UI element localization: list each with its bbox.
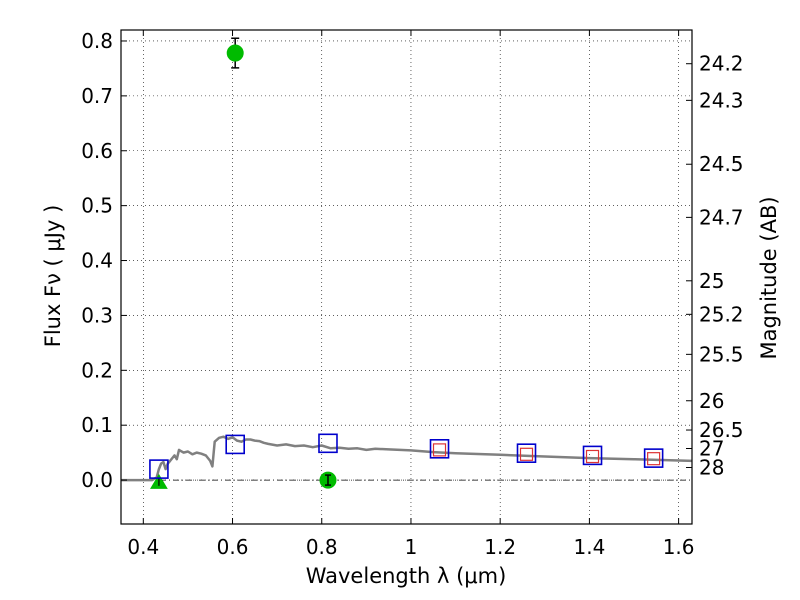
magnitude-tick-label: 24.7	[699, 205, 744, 229]
magnitude-tick-label: 24.3	[699, 88, 744, 112]
y-tick-label: 0.7	[81, 84, 113, 108]
y-tick-label: 0.3	[81, 303, 113, 327]
x-axis: 0.4 0.6 0.8 1 1.2 1.4 1.6	[127, 30, 695, 559]
model-band-square-red	[647, 452, 661, 466]
model-band-square	[149, 459, 169, 479]
y-tick-label: 0.2	[81, 358, 113, 382]
x-tick-label: 1.2	[484, 535, 516, 559]
y-tick-label: 0.8	[81, 29, 113, 53]
model-band-square	[643, 448, 664, 468]
magnitude-tick-label: 25	[699, 269, 724, 293]
x-tick-label: 0.4	[127, 535, 159, 559]
magnitude-tick-label: 26.5	[699, 418, 744, 442]
model-band-square	[516, 443, 537, 463]
y-axis: 0.0 0.1 0.2 0.3 0.4 0.5 0.6 0.7 0.8	[81, 29, 127, 492]
magnitude-tick-label: 24.2	[699, 52, 744, 76]
y-tick-label: 0.5	[81, 194, 113, 218]
y-tick-label: 0.0	[81, 468, 113, 492]
y-axis-label: Flux Fν ( μJy )	[41, 205, 65, 348]
data-markers	[149, 37, 664, 489]
x-tick-label: 0.6	[217, 535, 249, 559]
model-band-square-red	[519, 447, 534, 461]
x-tick-label: 1.4	[573, 535, 605, 559]
magnitude-tick-label: 24.5	[699, 152, 744, 176]
observed-point	[226, 44, 244, 62]
x-axis-label: Wavelength λ (μm)	[306, 564, 507, 588]
model-band-square	[429, 439, 450, 459]
y-tick-label: 0.6	[81, 139, 113, 163]
model-band-square	[225, 434, 245, 455]
magnitude-tick-label: 26	[699, 389, 724, 413]
x-tick-label: 1.6	[663, 535, 695, 559]
magnitude-tick-label: 25.2	[699, 302, 744, 326]
magnitude-tick-label: 27	[699, 437, 724, 461]
y-tick-label: 0.4	[81, 249, 113, 273]
model-band-square	[318, 433, 338, 454]
magnitude-tick-label: 28	[699, 456, 724, 480]
x-tick-label: 1	[405, 535, 418, 559]
y-tick-label: 0.1	[81, 413, 113, 437]
model-band-square-red	[432, 443, 447, 457]
x-tick-label: 0.8	[306, 535, 338, 559]
plot-frame	[120, 29, 693, 525]
magnitude-axis-label: Magnitude (AB)	[757, 196, 781, 359]
magnitude-tick-label: 25.5	[699, 342, 744, 366]
model-band-square-red	[585, 449, 600, 464]
model-band-square	[582, 445, 603, 466]
